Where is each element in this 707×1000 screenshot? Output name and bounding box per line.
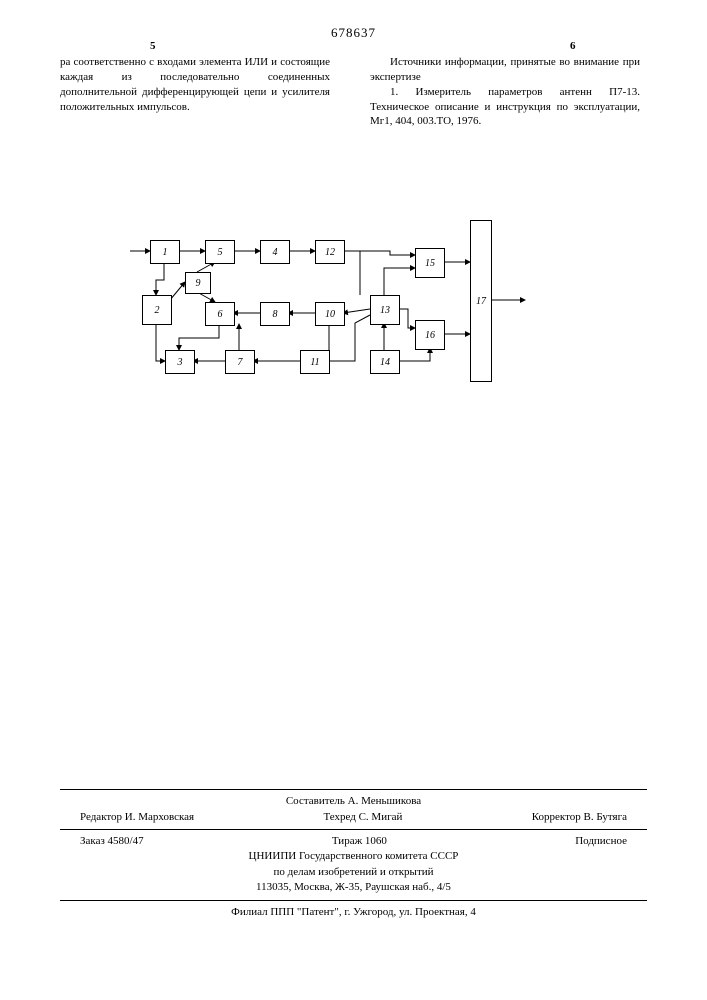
- diagram-node-5: 5: [205, 240, 235, 264]
- diagram-node-11: 11: [300, 350, 330, 374]
- footer-editor: Редактор И. Марховская: [80, 810, 194, 825]
- right-p2: 1. Измеритель параметров антенн П7-13. Т…: [370, 85, 640, 130]
- footer-rule-2: [60, 829, 647, 830]
- diagram-node-10: 10: [315, 302, 345, 326]
- diagram-node-13: 13: [370, 295, 400, 325]
- footer-org1: ЦНИИПИ Государственного комитета СССР: [60, 849, 647, 864]
- diagram-node-6: 6: [205, 302, 235, 326]
- block-diagram: 1234567891011121314151617: [130, 210, 560, 410]
- footer-row-order: Заказ 4580/47 Тираж 1060 Подписное: [60, 834, 647, 849]
- diagram-node-14: 14: [370, 350, 400, 374]
- footer-filial: Филиал ППП "Патент", г. Ужгород, ул. Про…: [60, 905, 647, 920]
- column-marker-right: 6: [570, 40, 576, 52]
- right-p1: Источники информации, принятые во вниман…: [370, 55, 640, 85]
- diagram-wires: [130, 210, 560, 410]
- page-number: 678637: [331, 25, 376, 41]
- diagram-node-2: 2: [142, 295, 172, 325]
- footer-techred: Техред С. Мигай: [323, 810, 402, 825]
- right-column: Источники информации, принятые во вниман…: [370, 55, 640, 129]
- diagram-node-4: 4: [260, 240, 290, 264]
- diagram-node-12: 12: [315, 240, 345, 264]
- footer-block: Составитель А. Меньшикова Редактор И. Ма…: [60, 785, 647, 920]
- diagram-node-9: 9: [185, 272, 211, 294]
- column-marker-left: 5: [150, 40, 156, 52]
- footer-compiler: Составитель А. Меньшикова: [60, 794, 647, 809]
- diagram-node-17: 17: [470, 220, 492, 382]
- footer-addr: 113035, Москва, Ж-35, Раушская наб., 4/5: [60, 880, 647, 895]
- footer-podpisnoe: Подписное: [575, 834, 627, 849]
- diagram-node-16: 16: [415, 320, 445, 350]
- footer-rule-3: [60, 900, 647, 901]
- diagram-node-7: 7: [225, 350, 255, 374]
- diagram-node-3: 3: [165, 350, 195, 374]
- footer-org2: по делам изобретений и открытий: [60, 865, 647, 880]
- footer-order: Заказ 4580/47: [80, 834, 144, 849]
- footer-rule-1: [60, 789, 647, 790]
- diagram-node-8: 8: [260, 302, 290, 326]
- left-column-text: ра соответственно с входами элемента ИЛИ…: [60, 55, 330, 114]
- footer-row-credits: Редактор И. Марховская Техред С. Мигай К…: [60, 810, 647, 825]
- diagram-node-15: 15: [415, 248, 445, 278]
- footer-tirazh: Тираж 1060: [332, 834, 387, 849]
- diagram-node-1: 1: [150, 240, 180, 264]
- footer-corrector: Корректор В. Бутяга: [532, 810, 627, 825]
